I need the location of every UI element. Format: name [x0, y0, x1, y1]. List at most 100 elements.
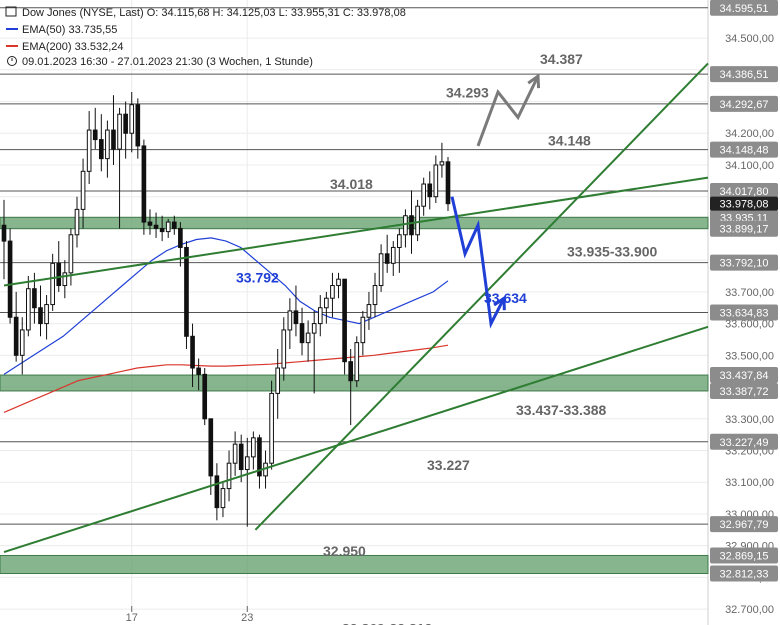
candle — [141, 139, 147, 235]
candle-body — [56, 262, 62, 287]
x-tick-label: 23 — [241, 612, 253, 624]
candle-body — [141, 145, 147, 223]
clock-icon — [7, 56, 17, 66]
price-badge: 34.292,67 — [710, 95, 778, 112]
y-tick-label: 33.300,00 — [725, 414, 774, 426]
ema200-line — [3, 344, 449, 413]
candle-body — [257, 437, 262, 477]
candle-body — [324, 297, 329, 309]
candle-body — [147, 221, 153, 226]
candle-body — [251, 437, 256, 458]
price-badge: 33.792,10 — [710, 254, 778, 271]
trendline — [254, 62, 709, 531]
candle — [293, 285, 299, 337]
cursor-icon — [5, 6, 17, 17]
candle — [311, 310, 317, 394]
y-tick-label: 34.100,00 — [725, 160, 774, 172]
candle — [439, 142, 445, 178]
price-badge-label: 33.792,10 — [720, 258, 769, 270]
y-tick-label: 33.500,00 — [725, 350, 774, 362]
candle-body — [68, 234, 74, 274]
candle-body — [305, 332, 311, 344]
candle-body — [409, 215, 414, 236]
candle — [202, 368, 208, 426]
price-badge: 32.869,15 — [710, 547, 778, 564]
candle — [445, 157, 451, 211]
y-tick-label: 34.500,00 — [725, 33, 774, 45]
annotation-label: 34.148 — [548, 133, 591, 149]
candle — [184, 241, 189, 349]
projection-blue-arrow-head — [493, 295, 506, 311]
candle-body — [117, 113, 122, 150]
candle — [384, 234, 390, 273]
candle-body — [165, 221, 171, 233]
annotation-label: 32.869-32.812 — [342, 621, 433, 625]
candle — [220, 482, 226, 518]
candle — [56, 241, 62, 292]
candle-body — [50, 262, 55, 306]
price-badge-label: 33.437,84 — [720, 370, 769, 382]
candle — [13, 291, 19, 362]
candle-body — [220, 488, 226, 509]
candle — [257, 434, 262, 489]
candle — [62, 260, 68, 299]
price-badge-label: 33.634,83 — [720, 308, 769, 320]
price-badge: 34.017,80 — [710, 183, 778, 200]
ema50-line — [3, 237, 449, 375]
price-badge: 33.437,84 — [710, 367, 778, 384]
zone-band — [0, 554, 709, 574]
candle — [232, 431, 238, 476]
candle-body — [384, 253, 390, 264]
price-badge-label: 32.869,15 — [720, 550, 769, 562]
candle-body — [44, 304, 49, 325]
candle — [19, 317, 25, 375]
price-badge: 34.386,51 — [710, 66, 778, 83]
header-range: 09.01.2023 16:30 - 27.01.2023 21:30 (3 W… — [22, 56, 313, 68]
candle — [44, 295, 49, 340]
price-badge: 32.812,33 — [710, 565, 778, 582]
header-title: Dow Jones (NYSE, Last) O: 34.115,68 H: 3… — [22, 7, 406, 19]
candle-body — [159, 227, 165, 233]
price-badge: 33.634,83 — [710, 304, 778, 321]
candle-body — [238, 443, 244, 471]
y-tick-label: 33.100,00 — [725, 477, 774, 489]
candle-body — [32, 288, 37, 309]
projection-gray-arrow-line — [476, 75, 540, 147]
candle — [165, 218, 171, 238]
candle-body — [13, 316, 19, 356]
candle — [433, 155, 439, 204]
candle-body — [439, 161, 445, 166]
candle-body — [390, 246, 396, 264]
candle — [171, 215, 177, 235]
candle — [342, 278, 347, 375]
price-badge-label: 32.812,33 — [720, 568, 769, 580]
price-badge-bg — [710, 565, 778, 582]
price-badge-bg — [710, 516, 778, 533]
candle-body — [342, 278, 347, 363]
candle — [86, 111, 92, 185]
candle — [330, 272, 335, 318]
candle — [196, 358, 201, 391]
price-badge: 33.899,17 — [710, 220, 778, 237]
candle — [305, 320, 311, 362]
candle-body — [86, 129, 92, 172]
candle — [372, 272, 378, 318]
candle — [409, 190, 414, 254]
annotation-label: 33.227 — [427, 457, 470, 473]
candle-body — [171, 221, 177, 229]
candle-body — [244, 456, 250, 471]
candle — [135, 98, 141, 159]
price-badge-bg — [710, 254, 778, 271]
candle — [214, 463, 220, 521]
candle-body — [111, 129, 116, 150]
candle-body — [190, 335, 195, 369]
candle — [403, 209, 408, 248]
candle-body — [202, 373, 208, 420]
candle — [123, 101, 128, 159]
candle-body — [1, 224, 7, 242]
annotation-label: 33.935-33.900 — [567, 243, 658, 259]
candle — [390, 241, 396, 277]
candle — [92, 107, 98, 150]
price-badge: 32.967,79 — [710, 516, 778, 533]
candle — [117, 107, 122, 229]
